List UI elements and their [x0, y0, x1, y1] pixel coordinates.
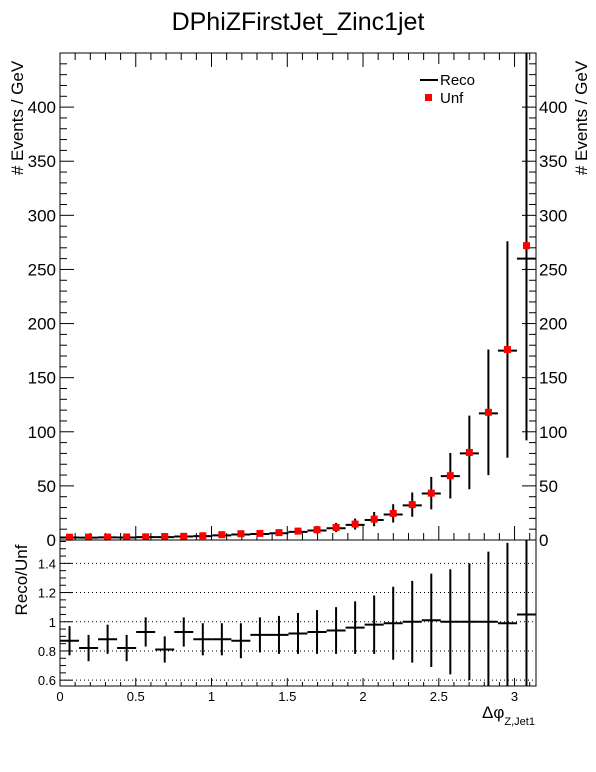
ratio-y-tick-label: 0.8	[38, 644, 56, 659]
main-y-tick-label-left: 300	[28, 206, 56, 225]
main-y-axis-label-right: # Events / GeV	[572, 60, 591, 175]
main-y-tick-label-right: 150	[539, 369, 567, 388]
main-y-tick-label-left: 50	[37, 477, 56, 496]
unf-marker	[142, 533, 150, 541]
unf-marker	[351, 520, 359, 528]
main-panel: 0 0 50 50 100 100 150 150 200 200 250 250 300 300 350 3…	[28, 52, 567, 550]
ratio-y-tick-label: 1.2	[38, 586, 56, 601]
main-plot-frame	[59, 52, 537, 541]
unf-marker	[446, 472, 454, 480]
ratio-y-tick-label: 1	[49, 615, 56, 630]
legend: Reco Unf	[415, 64, 503, 112]
ratio-x-tick-label: 1.5	[278, 689, 296, 704]
main-y-tick-label-right: 300	[539, 206, 567, 225]
main-y-tick-label-left: 100	[28, 423, 56, 442]
ratio-x-tick-label: 0	[56, 689, 63, 704]
ratio-x-tick-label: 2.5	[430, 689, 448, 704]
ratio-x-tick-label: 1	[208, 689, 215, 704]
x-axis-label-subscript: Z,Jet1	[504, 716, 535, 728]
unf-marker	[85, 533, 93, 541]
x-axis-label: ΔφZ,Jet1	[482, 703, 535, 728]
unf-marker	[465, 448, 473, 456]
unf-marker	[237, 530, 245, 538]
legend-reco-label: Reco	[440, 72, 475, 89]
main-y-tick-label-right: 350	[539, 152, 567, 171]
main-y-tick-label-right: 0	[539, 531, 548, 550]
main-y-tick-label-left: 250	[28, 260, 56, 279]
main-y-tick-label-left: 200	[28, 315, 56, 334]
main-y-tick-label-right: 200	[539, 315, 567, 334]
x-axis-label-main: Δφ	[482, 703, 504, 722]
unf-marker	[408, 501, 416, 509]
unf-marker	[522, 242, 530, 250]
unf-marker	[180, 532, 188, 540]
unf-marker	[104, 533, 112, 541]
unf-marker	[389, 509, 397, 517]
main-y-tick-label-left: 350	[28, 152, 56, 171]
unf-marker	[503, 346, 511, 354]
unf-marker	[161, 533, 169, 541]
unf-marker	[313, 526, 321, 534]
main-y-tick-label-right: 100	[539, 423, 567, 442]
ratio-plot-frame	[59, 539, 537, 687]
ratio-x-tick-label: 2	[359, 689, 366, 704]
unf-marker	[484, 408, 492, 416]
ratio-panel: 0 0.5 1 1.5 2 2.5 3 0.6 0.8 1 1.2 1.4	[38, 539, 537, 704]
unf-marker	[332, 523, 340, 531]
legend-box	[415, 64, 503, 112]
ratio-x-tick-label: 0.5	[127, 689, 145, 704]
chart-title: DPhiZFirstJet_Zinc1jet	[172, 8, 425, 36]
main-y-tick-label-right: 400	[539, 98, 567, 117]
unf-marker	[256, 529, 264, 537]
main-y-tick-label-right: 250	[539, 260, 567, 279]
main-y-tick-label-left: 150	[28, 369, 56, 388]
legend-unf-marker	[425, 94, 432, 101]
main-y-tick-label-left: 0	[47, 531, 56, 550]
ratio-y-tick-label: 1.4	[38, 556, 56, 571]
unf-marker	[199, 532, 207, 540]
unf-marker	[294, 527, 302, 535]
legend-unf-label: Unf	[440, 90, 464, 107]
main-y-tick-label-right: 50	[539, 477, 558, 496]
unf-marker	[218, 531, 226, 539]
unf-marker	[427, 489, 435, 497]
main-y-tick-label-left: 400	[28, 98, 56, 117]
ratio-x-tick-label: 3	[511, 689, 518, 704]
main-y-axis-label: # Events / GeV	[8, 60, 27, 175]
unf-marker	[123, 533, 131, 541]
unf-marker	[66, 533, 74, 541]
ratio-y-tick-label: 0.6	[38, 673, 56, 688]
ratio-y-axis-label: Reco/Unf	[12, 544, 31, 615]
unf-marker	[370, 515, 378, 523]
unf-marker	[275, 529, 283, 537]
